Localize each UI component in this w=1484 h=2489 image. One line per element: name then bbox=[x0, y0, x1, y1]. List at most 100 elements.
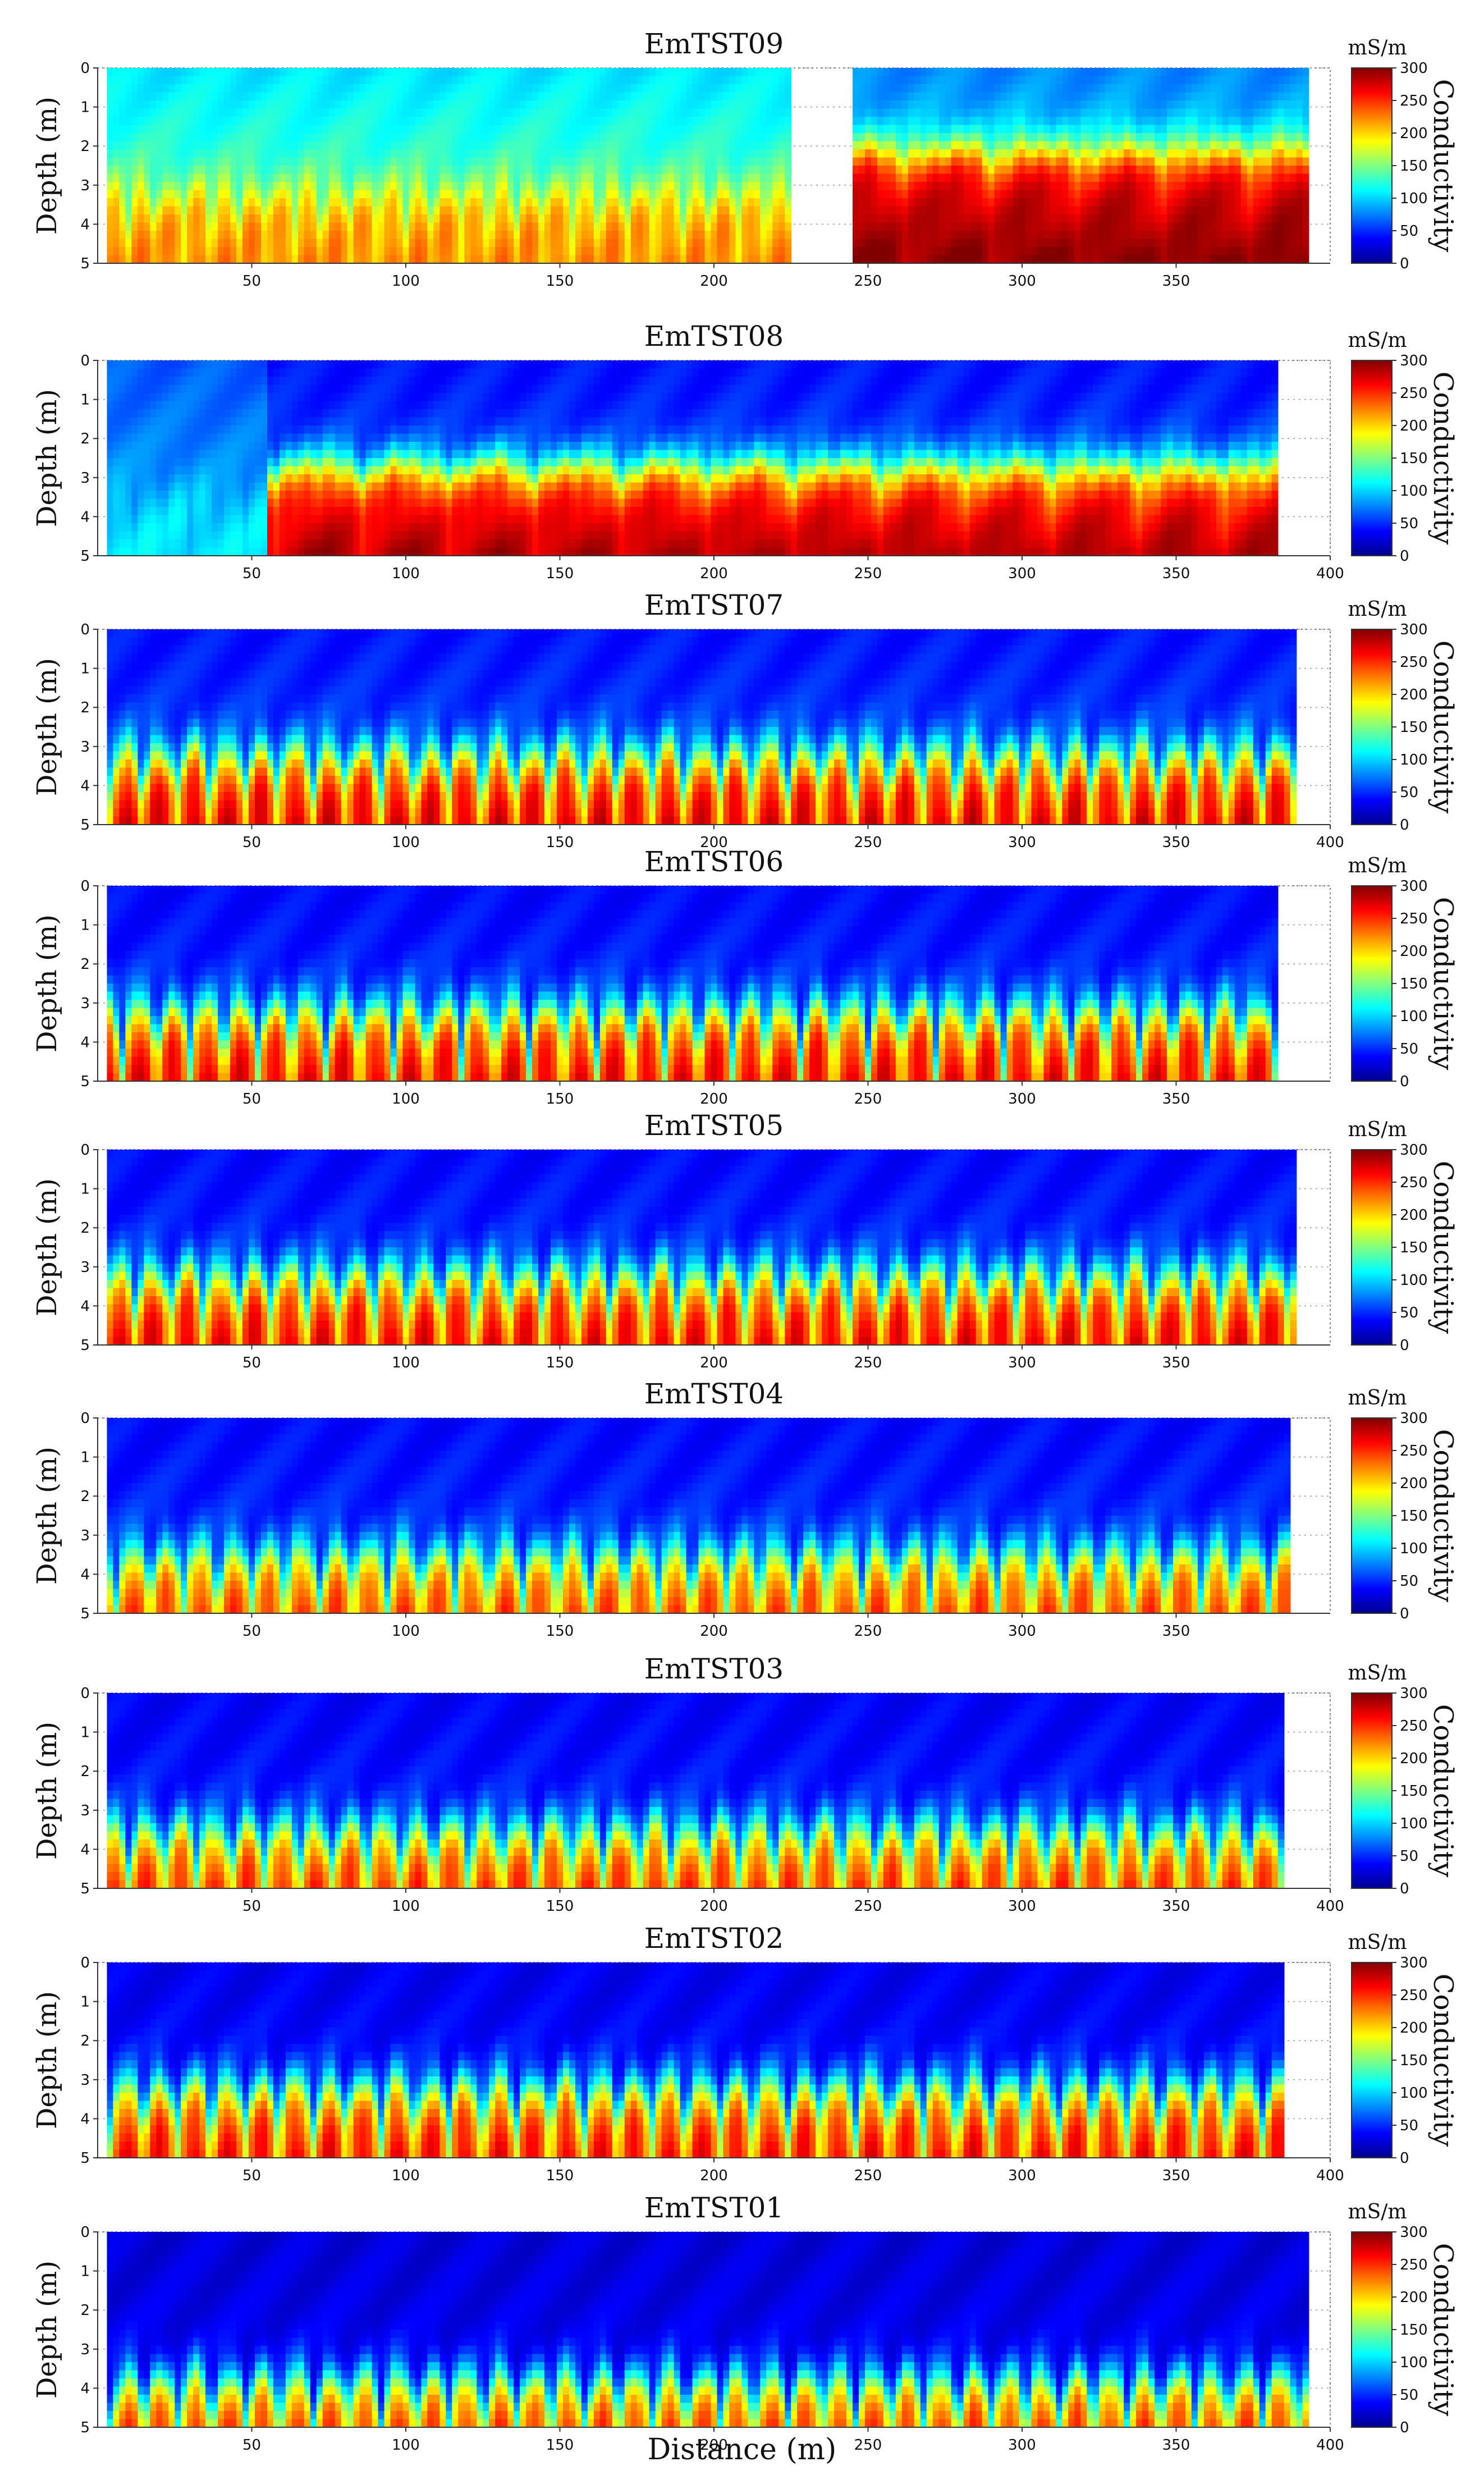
y-tick-label: 4 bbox=[80, 509, 90, 525]
y-tick-label: 3 bbox=[80, 177, 90, 194]
colorbar-tick-label: 100 bbox=[1400, 483, 1428, 500]
x-tick-label: 350 bbox=[1162, 2167, 1190, 2184]
colorbar-tick-label: 100 bbox=[1400, 2354, 1428, 2371]
colorbar-label: Conductivity bbox=[1427, 372, 1459, 545]
colorbar-label: Conductivity bbox=[1427, 897, 1459, 1070]
x-tick-label: 250 bbox=[854, 1355, 882, 1371]
colorbar-tick-label: 50 bbox=[1400, 1848, 1418, 1865]
colorbar-tick-label: 300 bbox=[1400, 621, 1428, 638]
colorbar-tick-label: 200 bbox=[1400, 2289, 1428, 2306]
y-tick-label: 1 bbox=[80, 99, 90, 116]
x-tick-label: 100 bbox=[392, 1091, 420, 1108]
colorbar-tick-label: 100 bbox=[1400, 2085, 1428, 2102]
y-tick-label: 0 bbox=[80, 1955, 90, 1971]
y-axis-label: Depth (m) bbox=[31, 389, 63, 527]
x-tick-label: 300 bbox=[1008, 834, 1036, 851]
colorbar-tick-label: 250 bbox=[1400, 385, 1428, 402]
x-tick-label: 100 bbox=[392, 1623, 420, 1640]
y-axis-label: Depth (m) bbox=[31, 97, 63, 235]
colorbar-tick-label: 100 bbox=[1400, 1272, 1428, 1289]
colorbar-tick-label: 100 bbox=[1400, 1540, 1428, 1557]
colorbar-tick-label: 300 bbox=[1400, 878, 1428, 895]
colorbar-tick-label: 200 bbox=[1400, 687, 1428, 703]
colorbar-tick-label: 250 bbox=[1400, 1174, 1428, 1191]
y-axis-label: Depth (m) bbox=[31, 1447, 63, 1585]
panel-title: EmTST04 bbox=[644, 1378, 784, 1410]
colorbar-scale bbox=[1352, 629, 1392, 825]
x-tick-label: 150 bbox=[546, 1623, 574, 1640]
x-tick-label: 150 bbox=[546, 1091, 574, 1108]
colorbar-label: Conductivity bbox=[1427, 1974, 1459, 2147]
y-tick-label: 4 bbox=[80, 2111, 90, 2127]
y-tick-label: 1 bbox=[80, 917, 90, 934]
conductivity-profiles-figure: EmTST0901234550 100 150 200 250 300 350Depth (… bbox=[0, 0, 1484, 2489]
colorbar-scale bbox=[1352, 1150, 1392, 1345]
colorbar-tick-label: 250 bbox=[1400, 93, 1428, 109]
panel-title: EmTST01 bbox=[644, 2191, 784, 2224]
x-tick-label: 150 bbox=[546, 1355, 574, 1371]
colorbar-tick-label: 0 bbox=[1400, 1073, 1409, 1090]
heatmap-image bbox=[107, 1418, 1291, 1614]
y-tick-label: 0 bbox=[80, 878, 90, 895]
x-tick-label: 100 bbox=[392, 834, 420, 851]
heatmap-image bbox=[107, 2232, 1309, 2428]
x-tick-label: 400 bbox=[1316, 2167, 1344, 2184]
y-tick-label: 2 bbox=[80, 956, 90, 973]
y-tick-label: 3 bbox=[80, 470, 90, 487]
colorbar-units: mS/m bbox=[1348, 1931, 1407, 1954]
heatmap-image bbox=[107, 629, 1297, 825]
x-tick-label: 50 bbox=[242, 2167, 261, 2184]
x-tick-label: 300 bbox=[1008, 2167, 1036, 2184]
y-tick-label: 5 bbox=[80, 1337, 90, 1354]
colorbar-tick-label: 300 bbox=[1400, 353, 1428, 369]
colorbar-tick-label: 300 bbox=[1400, 60, 1428, 77]
panel-title: EmTST06 bbox=[644, 845, 784, 878]
x-tick-label: 250 bbox=[854, 834, 882, 851]
x-tick-label: 200 bbox=[700, 2167, 728, 2184]
colorbar-tick-label: 150 bbox=[1400, 1508, 1428, 1525]
x-tick-label: 150 bbox=[546, 834, 574, 851]
colorbar-tick-label: 200 bbox=[1400, 2020, 1428, 2037]
y-tick-label: 0 bbox=[80, 2224, 90, 2241]
colorbar-tick-label: 0 bbox=[1400, 548, 1409, 565]
x-tick-label: 50 bbox=[242, 1091, 261, 1108]
colorbar-units: mS/m bbox=[1348, 1387, 1407, 1410]
colorbar-tick-label: 50 bbox=[1400, 1573, 1418, 1590]
panel-title: EmTST09 bbox=[644, 28, 784, 60]
colorbar-units: mS/m bbox=[1348, 1662, 1407, 1685]
y-tick-label: 3 bbox=[80, 995, 90, 1012]
x-tick-label: 150 bbox=[546, 565, 574, 582]
y-tick-label: 4 bbox=[80, 1298, 90, 1315]
colorbar-tick-label: 300 bbox=[1400, 1955, 1428, 1971]
colorbar-tick-label: 300 bbox=[1400, 2224, 1428, 2241]
colorbar-tick-label: 50 bbox=[1400, 1305, 1418, 1321]
y-tick-label: 5 bbox=[80, 2150, 90, 2167]
y-axis-label: Depth (m) bbox=[31, 658, 63, 796]
x-tick-label: 100 bbox=[392, 1355, 420, 1371]
colorbar-tick-label: 0 bbox=[1400, 1605, 1409, 1622]
x-tick-label: 300 bbox=[1008, 1355, 1036, 1371]
colorbar-scale bbox=[1352, 360, 1392, 556]
y-tick-label: 1 bbox=[80, 661, 90, 678]
x-tick-label: 200 bbox=[700, 1623, 728, 1640]
y-tick-label: 1 bbox=[80, 1724, 90, 1741]
y-tick-label: 2 bbox=[80, 431, 90, 447]
colorbar-tick-label: 150 bbox=[1400, 158, 1428, 175]
y-tick-label: 0 bbox=[80, 1142, 90, 1159]
colorbar-tick-label: 100 bbox=[1400, 752, 1428, 768]
y-tick-label: 1 bbox=[80, 1449, 90, 1466]
y-tick-label: 3 bbox=[80, 1259, 90, 1276]
x-tick-label: 200 bbox=[700, 1091, 728, 1108]
colorbar-tick-label: 200 bbox=[1400, 125, 1428, 142]
x-tick-label: 200 bbox=[700, 1355, 728, 1371]
colorbar-tick-label: 50 bbox=[1400, 2117, 1418, 2134]
y-axis-label: Depth (m) bbox=[31, 2261, 63, 2399]
